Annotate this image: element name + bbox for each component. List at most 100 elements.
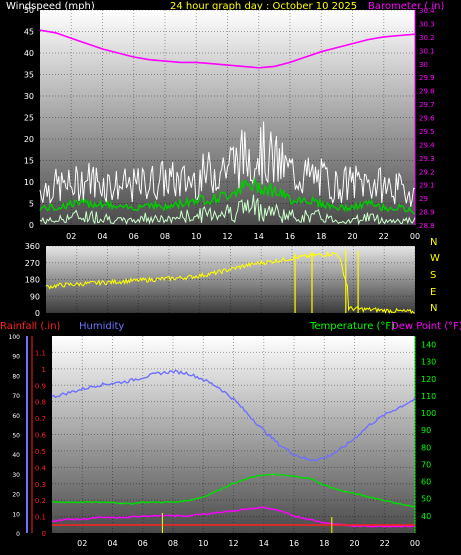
- dewpoint-series: [51, 506, 416, 528]
- temperature-ytick-130: 130: [421, 358, 436, 367]
- wind-ytick-25: 25: [24, 114, 34, 123]
- temperature-ytick-110: 110: [421, 392, 436, 401]
- wind-average-series: [39, 176, 416, 215]
- wind-xtick-04: 04: [97, 232, 107, 241]
- wind-xtick-16: 16: [285, 232, 295, 241]
- wind-ytick-20: 20: [24, 135, 34, 144]
- direction-label-e: E: [430, 287, 437, 298]
- wind-xtick-02: 02: [66, 232, 76, 241]
- barometer-ytick-28.8: 28.8: [419, 222, 435, 230]
- temperature-ytick-80: 80: [421, 443, 431, 452]
- wind-ytick-15: 15: [24, 157, 34, 166]
- temp-xtick-14: 14: [259, 539, 269, 548]
- humidity-axis-title: Humidity: [79, 321, 125, 332]
- barometer-ytick-29.5: 29.5: [419, 128, 435, 136]
- rainfall-ytick-0.3: 0.3: [35, 481, 46, 489]
- humidity-ytick-10: 10: [12, 511, 20, 518]
- temperature-ytick-60: 60: [421, 478, 431, 487]
- direction-plot-background: [46, 246, 415, 313]
- temp-plot-background: [52, 336, 415, 533]
- rainfall-ytick-1: 1: [42, 366, 46, 374]
- rainfall-ytick-0: 0: [42, 530, 46, 538]
- rainfall-ytick-0.1: 0.1: [35, 514, 46, 522]
- temperature-ytick-120: 120: [421, 375, 436, 384]
- temp-xtick-16: 16: [289, 539, 299, 548]
- wind-xtick-12: 12: [222, 232, 232, 241]
- wind-direction-chart: 0 90 180 270 360: [25, 242, 416, 318]
- direction-ytick-360: 360: [25, 242, 40, 251]
- barometer-ytick-29.3: 29.3: [419, 155, 435, 163]
- direction-label-s: S: [430, 270, 437, 281]
- direction-ytick-0: 0: [35, 309, 40, 318]
- temperature-series: [51, 473, 416, 508]
- temperature-ytick-70: 70: [421, 460, 431, 469]
- dewpoint-axis-title: Dew Point (°F): [391, 321, 461, 332]
- temperature-ytick-50: 50: [421, 495, 431, 504]
- wind-xtick-20: 20: [347, 232, 357, 241]
- barometer-ytick-29.4: 29.4: [419, 141, 435, 149]
- wind-low-series: [39, 194, 416, 226]
- wind-ytick-30: 30: [24, 92, 34, 101]
- barometer-ytick-30.1: 30.1: [419, 47, 435, 55]
- rainfall-ytick-0.8: 0.8: [35, 399, 46, 407]
- wind-ytick-0: 0: [29, 221, 34, 230]
- temp-xtick-22: 22: [380, 539, 390, 548]
- humidity-ytick-50: 50: [12, 433, 20, 440]
- barometer-series: [39, 29, 416, 69]
- temp-xtick-02: 02: [77, 539, 87, 548]
- direction-series: [45, 250, 415, 315]
- direction-ytick-180: 180: [25, 276, 40, 285]
- wind-xtick-08: 08: [160, 232, 170, 241]
- rainfall-ytick-1.1: 1.1: [35, 349, 46, 357]
- humidity-series: [51, 369, 416, 462]
- barometer-ytick-29.9: 29.9: [419, 74, 435, 82]
- temp-xtick-06: 06: [138, 539, 148, 548]
- wind-ytick-50: 50: [24, 6, 34, 15]
- temp-xtick-08: 08: [168, 539, 178, 548]
- wind-ytick-10: 10: [24, 178, 34, 187]
- rainfall-ytick-0.9: 0.9: [35, 382, 46, 390]
- direction-label-w: W: [430, 253, 440, 264]
- humidity-ytick-20: 20: [12, 492, 20, 499]
- wind-xtick-14: 14: [254, 232, 264, 241]
- wind-xtick-10: 10: [191, 232, 201, 241]
- temp-xtick-04: 04: [107, 539, 117, 548]
- temp-xtick-18: 18: [319, 539, 329, 548]
- wind-gust-series: [39, 121, 416, 207]
- wind-barometer-chart: 0 5 10 15 20 25 30 35 40 45 50 28.8 28.9 29 29.1 29.2 29…: [24, 6, 435, 241]
- wind-xtick-00: 00: [410, 232, 420, 241]
- direction-ytick-90: 90: [30, 292, 40, 301]
- barometer-ytick-30.4: 30.4: [419, 7, 435, 15]
- barometer-ytick-30.3: 30.3: [419, 20, 435, 28]
- barometer-ytick-29.1: 29.1: [419, 182, 435, 190]
- wind-ytick-35: 35: [24, 71, 34, 80]
- temperature-ytick-40: 40: [421, 512, 431, 521]
- temp-xtick-20: 20: [349, 539, 359, 548]
- temperature-ytick-140: 140: [421, 341, 436, 350]
- wind-ytick-40: 40: [24, 49, 34, 58]
- rainfall-ytick-0.6: 0.6: [35, 432, 47, 440]
- barometer-ytick-28.9: 28.9: [419, 209, 435, 217]
- chart-title: 24 hour graph day : October 10 2025: [170, 1, 358, 12]
- direction-label-n-bottom: N: [430, 303, 438, 314]
- direction-ytick-270: 270: [25, 259, 40, 268]
- rainfall-ytick-0.2: 0.2: [35, 497, 46, 505]
- rainfall-ytick-0.5: 0.5: [35, 448, 46, 456]
- wind-xtick-18: 18: [316, 232, 326, 241]
- humidity-ytick-90: 90: [12, 354, 20, 361]
- barometer-axis-title: Barometer (.in): [368, 1, 445, 12]
- barometer-ytick-30: 30: [419, 61, 428, 69]
- temperature-ytick-90: 90: [421, 426, 431, 435]
- barometer-ytick-29.2: 29.2: [419, 168, 435, 176]
- humidity-ytick-60: 60: [12, 413, 20, 420]
- wind-ytick-45: 45: [24, 28, 34, 37]
- temp-xtick-10: 10: [198, 539, 208, 548]
- humidity-ytick-100: 100: [9, 334, 21, 341]
- barometer-ytick-29: 29: [419, 195, 428, 203]
- windspeed-axis-title: Windspeed (mph): [6, 1, 95, 12]
- wind-xtick-22: 22: [379, 232, 389, 241]
- temp-humidity-chart: 0 0.1 0.2 0.3 0.4 0.5 0.6 0.7 0.8 0.9 1 1.1 0 10 20 30 4…: [9, 334, 437, 548]
- temperature-ytick-100: 100: [421, 409, 436, 418]
- rainfall-axis-title: Rainfall (.in): [0, 321, 61, 332]
